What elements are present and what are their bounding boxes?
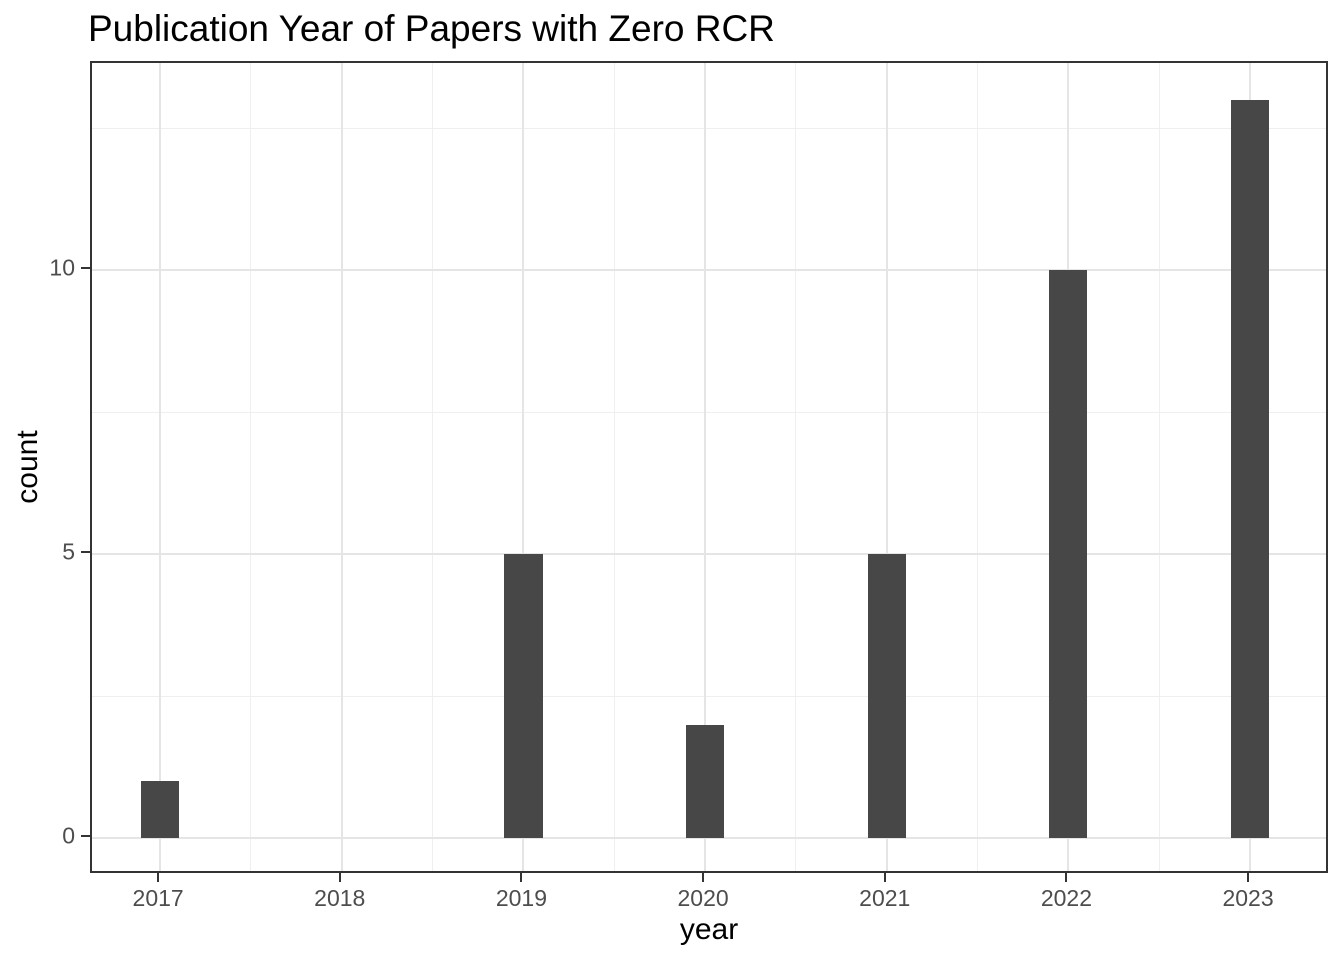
- y-tick-mark: [81, 835, 90, 838]
- minor-gridline-vertical: [795, 63, 797, 871]
- x-tick-mark: [1065, 873, 1068, 882]
- major-gridline-vertical: [885, 63, 888, 871]
- x-tick-label: 2018: [314, 885, 366, 911]
- major-gridline-horizontal: [92, 553, 1326, 556]
- x-tick-label: 2022: [1040, 885, 1092, 911]
- chart-title: Publication Year of Papers with Zero RCR: [88, 8, 775, 49]
- x-tick-label: 2017: [132, 885, 184, 911]
- y-tick-label: 5: [62, 538, 75, 565]
- x-axis-title: year: [679, 913, 739, 946]
- bar-2022: [1049, 270, 1088, 839]
- major-gridline-vertical: [159, 63, 162, 871]
- x-tick-mark: [702, 873, 705, 882]
- x-tick-label: 2020: [677, 885, 729, 911]
- x-tick-mark: [520, 873, 523, 882]
- minor-gridline-horizontal: [92, 695, 1326, 697]
- x-tick-mark: [157, 873, 160, 882]
- bar-2023: [1230, 99, 1270, 839]
- minor-gridline-horizontal: [92, 411, 1326, 413]
- minor-gridline-vertical: [432, 63, 434, 871]
- bar-2017: [141, 781, 180, 839]
- major-gridline-vertical: [340, 63, 343, 871]
- bar-2021: [867, 554, 906, 839]
- major-gridline-horizontal: [92, 269, 1326, 272]
- minor-gridline-vertical: [613, 63, 615, 871]
- x-tick-label: 2019: [495, 885, 548, 911]
- x-tick-label: 2023: [1222, 885, 1274, 911]
- major-gridline-vertical: [704, 63, 707, 871]
- major-gridline-vertical: [522, 63, 525, 871]
- y-tick-mark: [81, 267, 90, 270]
- x-tick-mark: [883, 873, 886, 882]
- minor-gridline-horizontal: [92, 127, 1326, 129]
- minor-gridline-vertical: [1158, 63, 1160, 871]
- y-tick-label: 0: [62, 822, 75, 849]
- y-tick-mark: [81, 551, 90, 554]
- major-gridline-horizontal: [92, 837, 1326, 840]
- x-tick-mark: [1247, 873, 1250, 882]
- bar-2020: [686, 724, 725, 839]
- x-tick-label: 2021: [859, 885, 911, 911]
- y-tick-label: 10: [49, 254, 75, 281]
- plot-panel: [90, 61, 1328, 873]
- minor-gridline-vertical: [977, 63, 979, 871]
- y-axis-title: count: [11, 430, 44, 504]
- x-tick-mark: [338, 873, 341, 882]
- bar-2019: [504, 554, 543, 839]
- minor-gridline-vertical: [250, 63, 252, 871]
